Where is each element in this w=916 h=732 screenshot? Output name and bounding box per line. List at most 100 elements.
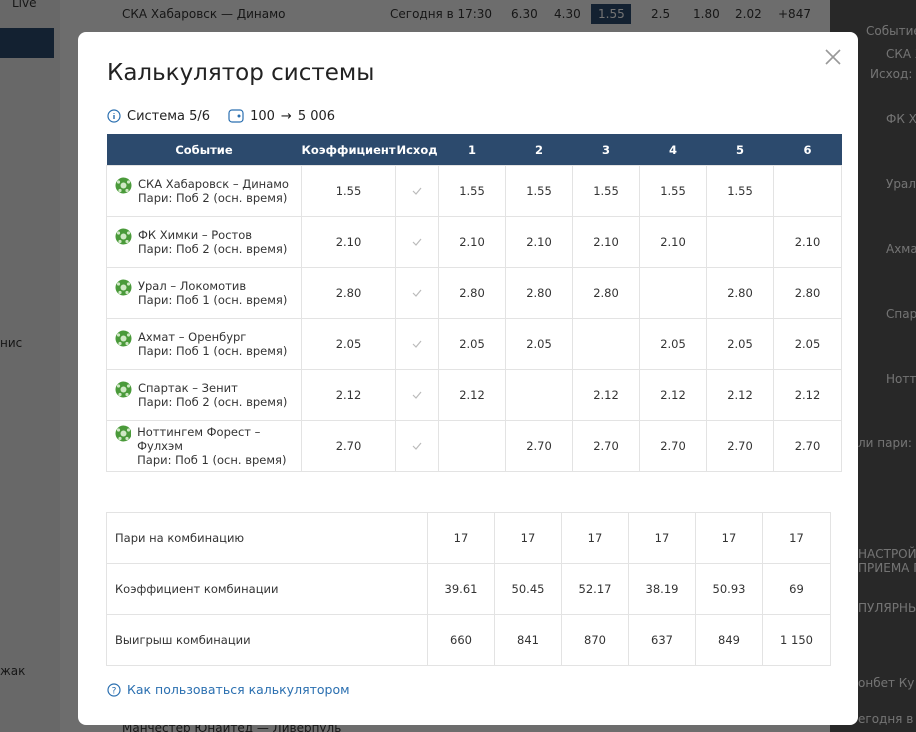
check-icon — [412, 442, 422, 450]
column-header: 3 — [572, 134, 640, 166]
help-link[interactable]: ? Как пользоваться калькулятором — [107, 682, 350, 697]
event-wrap: Ахмат – Оренбург Пари: Поб 1 (осн. время) — [107, 330, 301, 358]
summary-value: 841 — [494, 614, 562, 666]
event-cell: СКА Хабаровск – Динамо Пари: Поб 2 (осн. … — [106, 165, 302, 217]
event-wrap: Урал – Локомотив Пари: Поб 1 (осн. время) — [107, 279, 301, 307]
coef-cell: 2.70 — [301, 420, 396, 472]
combo-cell: 1.55 — [572, 165, 640, 217]
summary-row: Пари на комбинацию 17 17 17 17 17 17 — [106, 512, 831, 564]
market-name: Пари: Поб 2 (осн. время) — [138, 242, 288, 256]
event-text: Ноттингем Форест – Фулхэм Пари: Поб 1 (ос… — [137, 425, 301, 467]
summary-value: 849 — [695, 614, 763, 666]
column-header: 2 — [505, 134, 573, 166]
combo-cell: 2.80 — [572, 267, 640, 319]
coef-cell: 2.80 — [301, 267, 396, 319]
coef-cell: 2.12 — [301, 369, 396, 421]
sport-icon — [115, 381, 132, 398]
sport-icon — [115, 228, 132, 245]
event-text: Урал – Локомотив Пари: Поб 1 (осн. время) — [138, 279, 287, 307]
summary-value: 38.19 — [628, 563, 696, 615]
help-text[interactable]: Как пользоваться калькулятором — [127, 682, 350, 697]
summary-row: Коэффициент комбинации 39.61 50.45 52.17 38.… — [106, 563, 831, 615]
summary-value: 50.45 — [494, 563, 562, 615]
combo-cell: 1.55 — [438, 165, 506, 217]
market-name: Пари: Поб 1 (осн. время) — [138, 293, 288, 307]
combo-cell: 1.55 — [639, 165, 707, 217]
event-wrap: СКА Хабаровск – Динамо Пари: Поб 2 (осн. … — [107, 177, 301, 205]
column-header: 5 — [706, 134, 774, 166]
event-text: Ахмат – Оренбург Пари: Поб 1 (осн. время) — [138, 330, 287, 358]
combo-cell: 2.05 — [438, 318, 506, 370]
summary-value: 17 — [494, 512, 562, 564]
summary-label: Выигрыш комбинации — [106, 614, 428, 666]
outcome-cell — [395, 318, 439, 370]
combo-cell: 2.05 — [639, 318, 707, 370]
event-name: Ахмат – Оренбург — [138, 330, 247, 344]
sport-icon — [115, 177, 132, 194]
event-wrap: ФК Химки – Ростов Пари: Поб 2 (осн. время… — [107, 228, 301, 256]
event-row: Ахмат – Оренбург Пари: Поб 1 (осн. время)… — [106, 318, 842, 370]
combo-cell: 2.80 — [505, 267, 573, 319]
combo-cell: 2.10 — [773, 216, 842, 268]
summary-value: 17 — [561, 512, 629, 564]
payout: 5 006 — [297, 108, 336, 124]
event-name: Спартак – Зенит — [138, 381, 238, 395]
combo-cell: 2.12 — [773, 369, 842, 421]
coef-cell: 2.10 — [301, 216, 396, 268]
market-name: Пари: Поб 2 (осн. время) — [138, 395, 288, 409]
combo-cell: 2.70 — [706, 420, 774, 472]
system-label: Система 5/6 — [127, 108, 211, 124]
coef-cell: 1.55 — [301, 165, 396, 217]
summary-row: Выигрыш комбинации 660 841 870 637 849 1 150 — [106, 614, 831, 666]
check-icon — [412, 187, 422, 195]
summary-value: 17 — [762, 512, 831, 564]
column-header: 6 — [773, 134, 842, 166]
combo-cell-empty — [639, 267, 707, 319]
outcome-cell — [395, 369, 439, 421]
summary-value: 17 — [695, 512, 763, 564]
svg-text:?: ? — [112, 686, 117, 696]
combo-cell-empty — [438, 420, 506, 472]
event-cell: Ахмат – Оренбург Пари: Поб 1 (осн. время) — [106, 318, 302, 370]
summary-label: Пари на комбинацию — [106, 512, 428, 564]
event-name: Урал – Локомотив — [138, 279, 247, 293]
combo-cell-empty — [572, 318, 640, 370]
column-header: Коэффициент — [301, 134, 396, 166]
combo-cell: 1.55 — [706, 165, 774, 217]
combo-cell: 2.10 — [572, 216, 640, 268]
event-row: Урал – Локомотив Пари: Поб 1 (осн. время)… — [106, 267, 842, 319]
market-name: Пари: Поб 1 (осн. время) — [138, 344, 288, 358]
summary-value: 1 150 — [762, 614, 831, 666]
combo-cell: 2.70 — [505, 420, 573, 472]
combo-cell: 2.10 — [438, 216, 506, 268]
column-header: Исход — [395, 134, 439, 166]
arrow: → — [280, 108, 292, 124]
combinations-table: Событие Коэффициент Исход 1 2 3 4 5 6 СКА Хабаров… — [106, 134, 842, 472]
event-cell: Ноттингем Форест – Фулхэм Пари: Поб 1 (ос… — [106, 420, 302, 472]
outcome-cell — [395, 216, 439, 268]
combo-cell: 2.80 — [438, 267, 506, 319]
summary-value: 52.17 — [561, 563, 629, 615]
event-row: ФК Химки – Ростов Пари: Поб 2 (осн. время… — [106, 216, 842, 268]
event-cell: ФК Химки – Ростов Пари: Поб 2 (осн. время… — [106, 216, 302, 268]
check-icon — [412, 391, 422, 399]
summary-value: 637 — [628, 614, 696, 666]
event-wrap: Ноттингем Форест – Фулхэм Пари: Поб 1 (ос… — [107, 425, 301, 467]
event-row: Спартак – Зенит Пари: Поб 2 (осн. время) 2… — [106, 369, 842, 421]
combo-cell-empty — [505, 369, 573, 421]
coef-cell: 2.05 — [301, 318, 396, 370]
event-name: ФК Химки – Ростов — [138, 228, 253, 242]
summary-value: 39.61 — [427, 563, 495, 615]
combo-cell: 2.70 — [639, 420, 707, 472]
event-text: Спартак – Зенит Пари: Поб 2 (осн. время) — [138, 381, 287, 409]
check-icon — [412, 238, 422, 246]
event-row: СКА Хабаровск – Динамо Пари: Поб 2 (осн. … — [106, 165, 842, 217]
close-button[interactable] — [824, 48, 842, 66]
header-row: Событие Коэффициент Исход 1 2 3 4 5 6 — [106, 134, 842, 166]
combo-cell: 2.05 — [773, 318, 842, 370]
check-icon — [412, 289, 422, 297]
combo-cell: 2.10 — [639, 216, 707, 268]
summary-value: 870 — [561, 614, 629, 666]
combo-cell-empty — [773, 165, 842, 217]
outcome-cell — [395, 165, 439, 217]
